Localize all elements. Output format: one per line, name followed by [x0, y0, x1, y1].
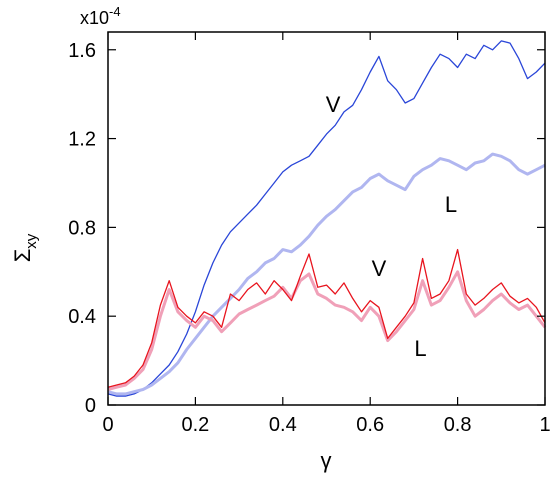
y-tick-label: 0.4 [68, 306, 96, 328]
x-axis-label: γ [321, 448, 332, 473]
x-tick-label: 0.8 [444, 414, 472, 436]
x-tick-label: 0.4 [269, 414, 297, 436]
series-annotation: V [372, 256, 387, 281]
scale-base: x10 [80, 8, 109, 28]
x-tick-label: 1 [539, 414, 550, 436]
y-tick-label: 0 [85, 395, 96, 417]
y-scale-multiplier: x10-4 [80, 4, 121, 28]
series-annotation: L [414, 336, 426, 361]
y-tick-label: 0.8 [68, 217, 96, 239]
plot-frame [107, 31, 546, 406]
series-line-0 [107, 40, 546, 397]
annotation-layer: V L V L [326, 92, 457, 361]
y-axis-label: Σxy [10, 233, 40, 262]
ticks-layer: 0 0.2 0.4 0.6 0.8 1 0 0.4 0.8 1.2 1.6 [68, 32, 551, 436]
y-axis-label-symbol: Σ [10, 249, 35, 263]
scale-exponent: -4 [109, 4, 121, 19]
series-annotation: L [445, 192, 457, 217]
series-line-3 [107, 248, 546, 388]
series-layer [107, 40, 547, 397]
y-axis-label-subscript: xy [23, 233, 40, 249]
series-annotation: V [326, 92, 341, 117]
x-tick-label: 0.2 [181, 414, 209, 436]
y-tick-label: 1.6 [68, 40, 96, 62]
x-tick-label: 0.6 [356, 414, 384, 436]
x-tick-label: 0 [102, 414, 113, 436]
series-line-1 [107, 152, 546, 396]
y-tick-label: 1.2 [68, 129, 96, 151]
series-line-2 [107, 270, 547, 391]
